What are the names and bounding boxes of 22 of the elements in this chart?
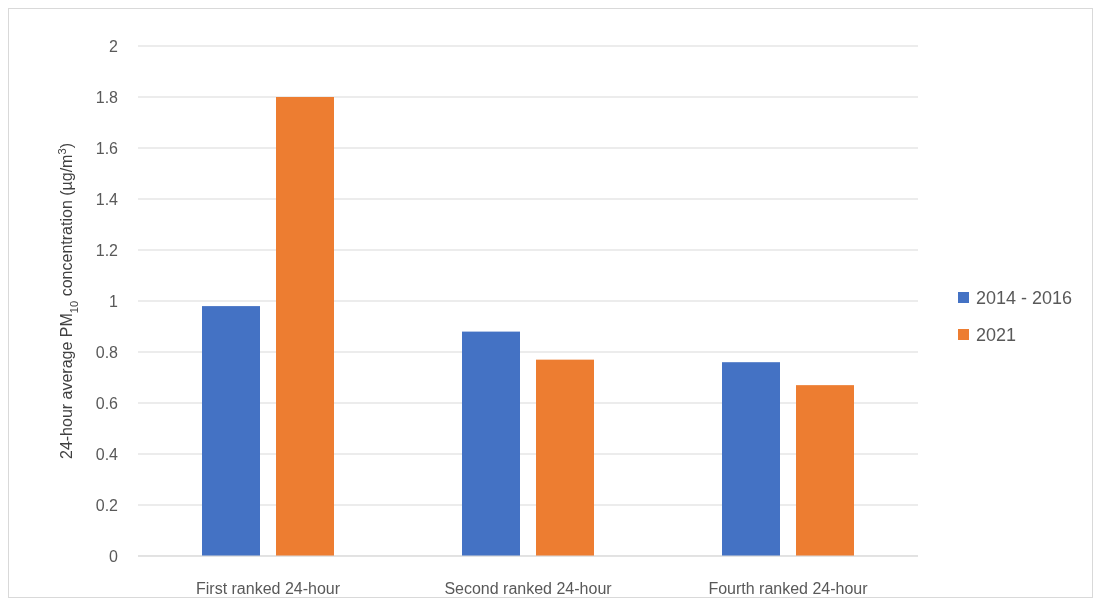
y-tick-label: 2 [109, 37, 119, 55]
bar [796, 385, 854, 556]
bar [536, 359, 594, 556]
y-tick-label: 1.4 [95, 190, 119, 208]
bar [462, 331, 520, 556]
y-tick-label: 0.2 [95, 496, 119, 514]
y-tick-label: 1.2 [95, 241, 119, 259]
bar [202, 306, 260, 556]
y-tick-label: 1 [109, 292, 119, 310]
legend-label: 2014 - 2016 [976, 288, 1073, 309]
x-tick-label: Second ranked 24-hour [444, 580, 613, 597]
x-tick-label: First ranked 24-hour [195, 580, 341, 597]
y-tick-label: 0.6 [95, 394, 119, 412]
y-tick-label: 0.8 [95, 343, 119, 361]
y-tick-label: 0.4 [95, 445, 119, 463]
legend-label: 2021 [976, 325, 1017, 346]
y-tick-label: 1.8 [95, 88, 119, 106]
x-tick-label: Fourth ranked 24-hour [708, 580, 869, 597]
bar [276, 97, 334, 556]
y-tick-label: 1.6 [95, 139, 119, 157]
y-tick-label: 0 [109, 547, 119, 565]
bar [722, 362, 780, 556]
